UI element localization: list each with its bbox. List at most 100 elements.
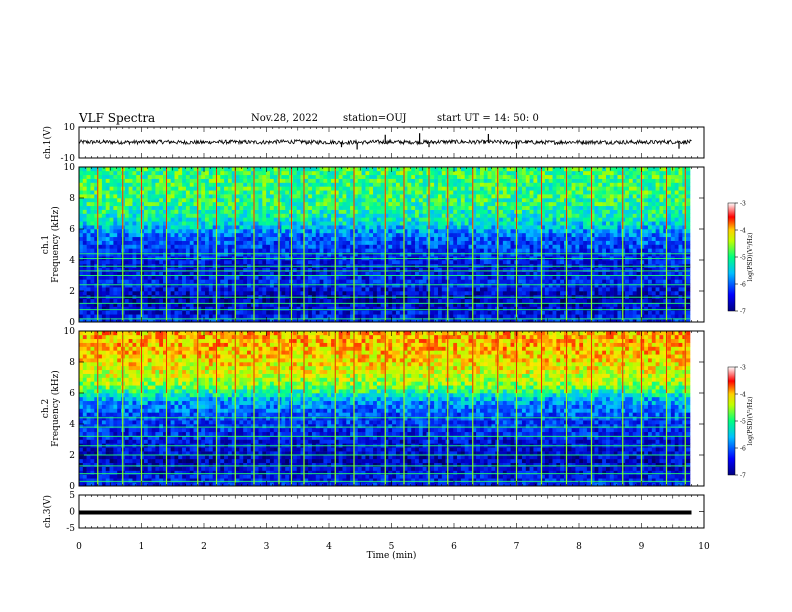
- spectrogram-cell: [640, 229, 645, 234]
- spectrogram-cell: [395, 244, 401, 249]
- spectrogram-cell: [544, 213, 550, 218]
- spectrogram-cell: [670, 291, 676, 296]
- spectrogram-cell: [594, 302, 599, 307]
- spectrogram-cell: [143, 229, 149, 234]
- spectrogram-cell: [327, 291, 332, 296]
- spectrogram-cell: [292, 221, 297, 226]
- spectrogram-cell: [208, 201, 213, 207]
- spectrogram-cell: [575, 205, 580, 210]
- spectrogram-cell: [579, 310, 584, 315]
- spectrogram-cell: [457, 314, 462, 319]
- spectrogram-cell: [266, 318, 271, 323]
- spectrogram-cell: [472, 213, 477, 218]
- spectrogram-cell: [170, 291, 175, 296]
- spectrogram-cell: [598, 279, 603, 284]
- spectrogram-cell: [560, 314, 565, 319]
- spectrogram-cell: [437, 314, 443, 319]
- spectrogram-cell: [441, 275, 446, 280]
- spectrogram-cell: [220, 240, 225, 245]
- spectrogram-cell: [644, 244, 649, 249]
- spectrogram-cell: [479, 302, 485, 307]
- spectrogram-cell: [334, 306, 339, 311]
- spectrogram-cell: [598, 306, 603, 311]
- spectrogram-cell: [170, 205, 175, 210]
- spectrogram-cell: [128, 213, 133, 218]
- spectrogram-cell: [434, 205, 439, 210]
- spectrogram-cell: [170, 236, 175, 241]
- spectrogram-cell: [651, 260, 656, 265]
- spectrogram-cell: [556, 213, 561, 218]
- spectrogram-cell: [281, 306, 286, 311]
- spectrogram-cell: [483, 248, 488, 253]
- spectrogram-cell: [663, 287, 668, 292]
- spectrogram-cell: [556, 229, 561, 234]
- spectrogram-cell: [247, 244, 252, 249]
- spectrogram-cell: [644, 221, 649, 226]
- spectrogram-cell: [560, 275, 565, 280]
- spectrogram-cell: [384, 252, 389, 257]
- spectrogram-cell: [472, 287, 477, 292]
- spectrogram-cell: [625, 205, 630, 210]
- spectrogram-cell: [644, 310, 649, 315]
- spectrogram-cell: [682, 217, 687, 222]
- spectrogram-cell: [205, 279, 210, 284]
- spectrogram-cell: [98, 260, 103, 265]
- spectrogram-cell: [552, 217, 557, 222]
- spectrogram-cell: [464, 225, 469, 230]
- spectrogram-cell: [533, 298, 538, 303]
- spectrogram-cell: [227, 240, 233, 245]
- spectrogram-cell: [346, 217, 351, 222]
- spectrogram-cell: [224, 252, 229, 257]
- spectrogram-cell: [281, 213, 286, 218]
- spectrogram-cell: [552, 205, 557, 210]
- spectrogram-cell: [250, 221, 255, 226]
- spectrogram-cell: [567, 306, 572, 311]
- spectrogram-cell: [132, 201, 137, 207]
- spectrogram-cell: [315, 283, 320, 288]
- spectrogram-cell: [216, 201, 221, 207]
- spectrogram-cell: [185, 201, 191, 207]
- spectrogram-cell: [216, 310, 221, 315]
- spectrogram-cell: [441, 201, 446, 207]
- spectrogram-cell: [143, 232, 149, 238]
- spectrogram-cell: [632, 283, 637, 288]
- spectrogram-cell: [353, 306, 359, 311]
- spectrogram-cell: [117, 229, 122, 234]
- spectrogram-cell: [533, 244, 538, 249]
- spectrogram-cell: [308, 283, 313, 288]
- spectrogram-cell: [552, 291, 557, 296]
- spectrogram-cell: [472, 201, 477, 207]
- spectrogram-cell: [269, 260, 275, 265]
- spectrogram-cell: [464, 217, 469, 222]
- spectrogram-cell: [460, 260, 465, 265]
- spectrogram-cell: [101, 310, 107, 315]
- spectrogram-cell: [136, 275, 141, 280]
- spectrogram-cell: [101, 225, 107, 230]
- spectrogram-cell: [628, 283, 634, 288]
- spectrogram-cell: [220, 229, 225, 234]
- spectrogram-cell: [422, 209, 427, 214]
- spectrogram-cell: [392, 279, 397, 284]
- spectrogram-cell: [434, 209, 439, 214]
- spectrogram-cell: [128, 298, 133, 303]
- spectrogram-cell: [254, 267, 259, 272]
- spectrogram-cell: [533, 205, 538, 210]
- spectrogram-cell: [182, 232, 187, 238]
- spectrogram-cell: [544, 205, 550, 210]
- spectrogram-cell: [331, 232, 336, 238]
- spectrogram-cell: [586, 244, 592, 249]
- spectrogram-cell: [365, 283, 370, 288]
- spectrogram-cell: [521, 209, 527, 214]
- spectrogram-cell: [506, 298, 511, 303]
- spectrogram-cell: [670, 201, 676, 207]
- spectrogram-cell: [632, 275, 637, 280]
- spectrogram-cell: [632, 287, 637, 292]
- spectrogram-cell: [499, 302, 504, 307]
- spectrogram-cell: [632, 314, 637, 319]
- spectrogram-cell: [277, 244, 282, 249]
- spectrogram-cell: [231, 306, 236, 311]
- spectrogram-cell: [464, 244, 469, 249]
- spectrogram-cell: [598, 248, 603, 253]
- spectrogram-cell: [678, 298, 683, 303]
- spectrogram-cell: [185, 221, 191, 226]
